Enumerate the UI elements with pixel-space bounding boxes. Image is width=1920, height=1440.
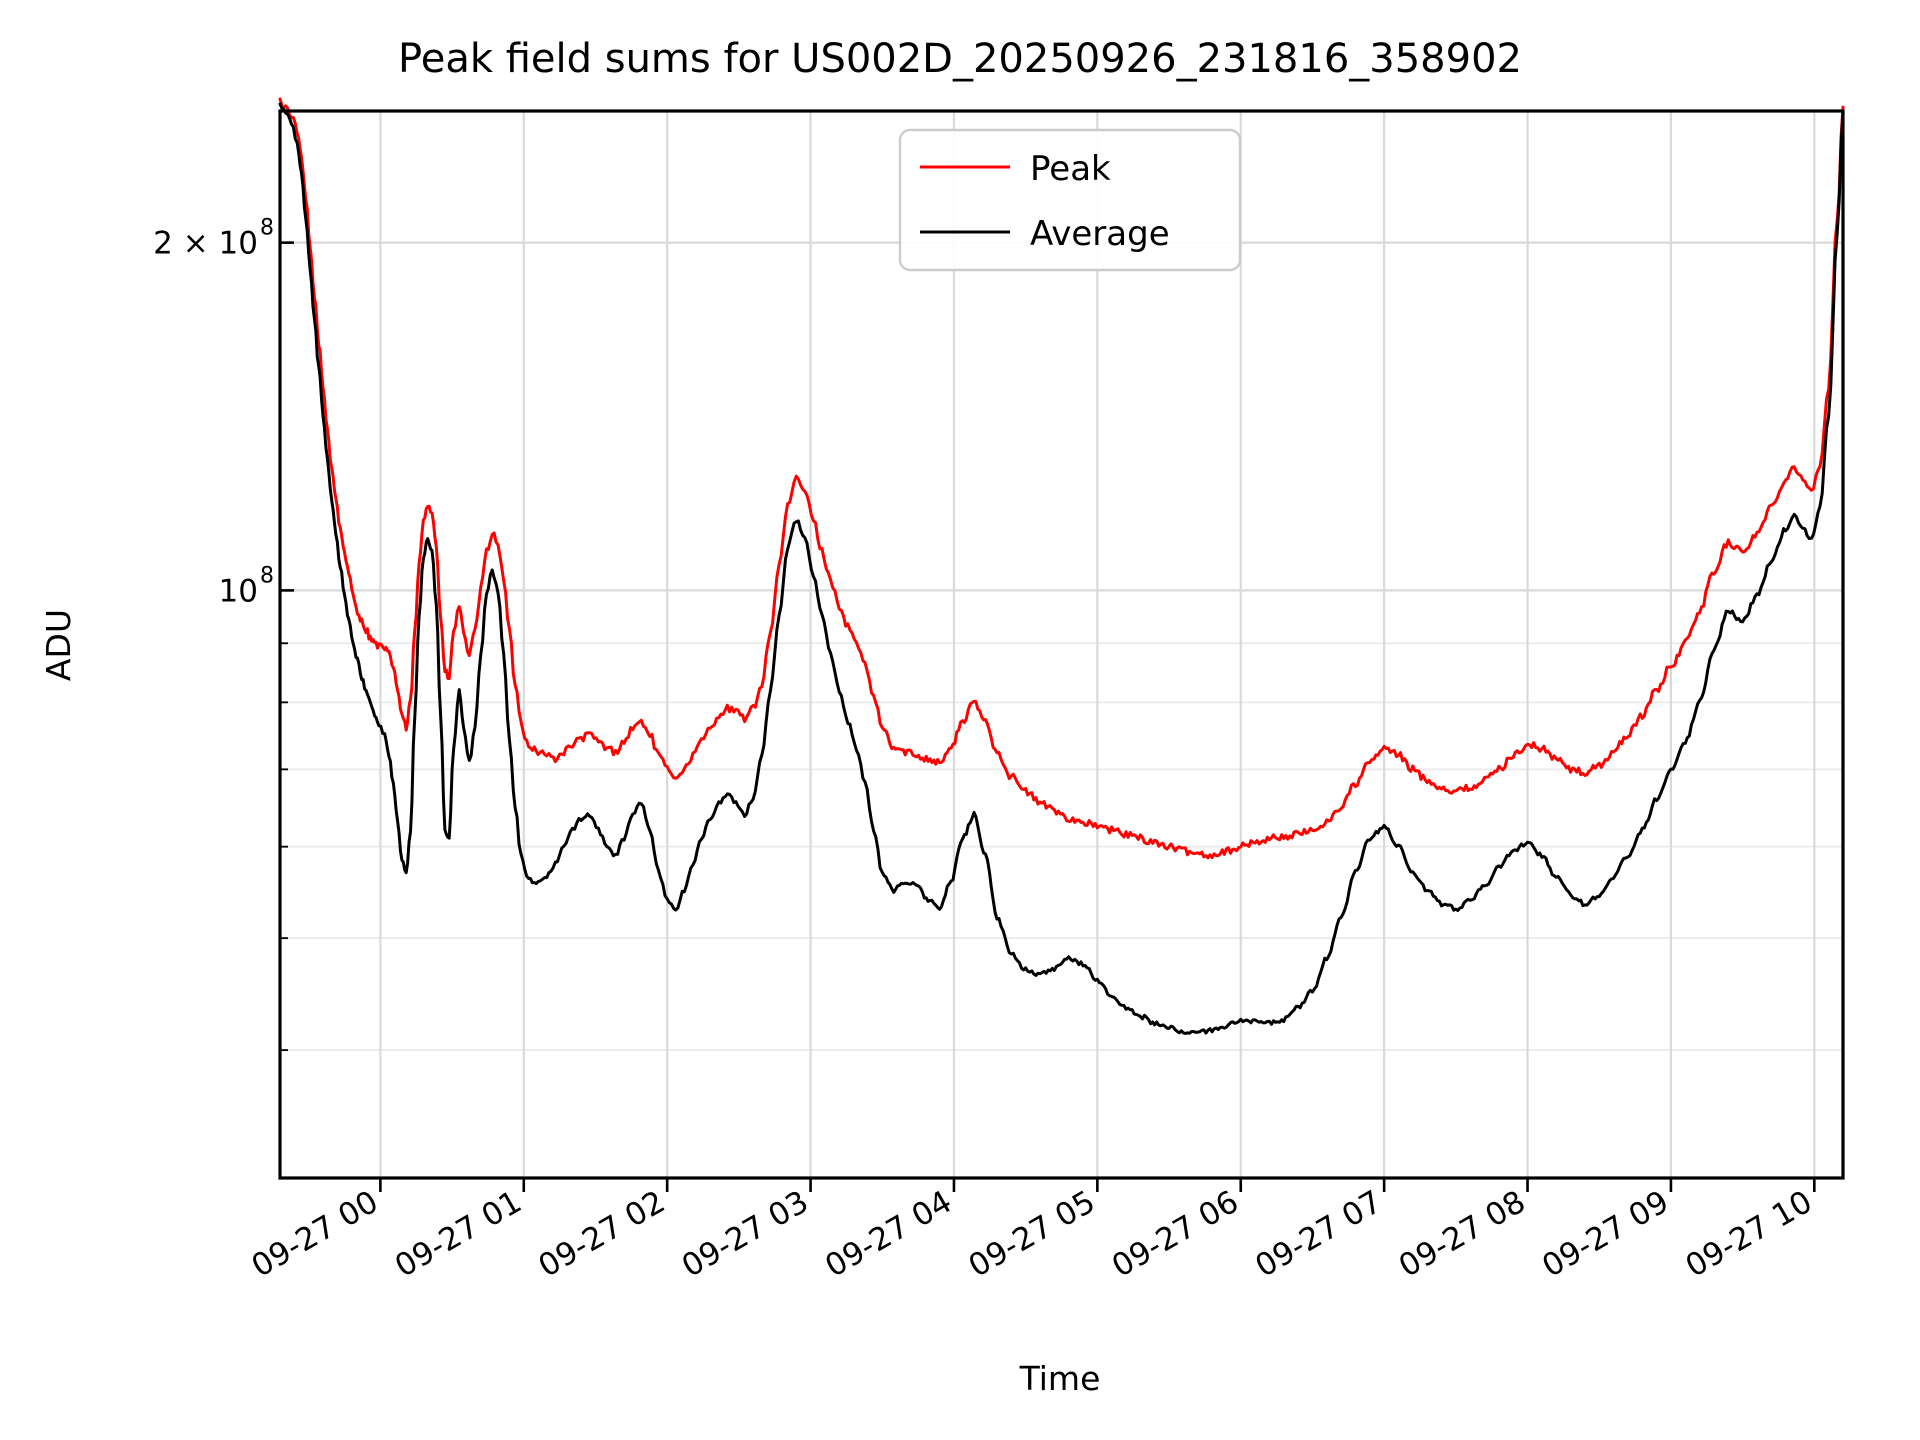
minor-gridlines <box>280 642 1843 1052</box>
legend-label-peak: Peak <box>1030 149 1111 189</box>
series-lines <box>278 97 1845 1035</box>
chart-legend[interactable]: Peak Average <box>898 128 1242 272</box>
plot-area-background <box>280 111 1843 1178</box>
y-axis-label: ADU <box>39 609 78 681</box>
y-tick-label: 10 8 <box>219 563 274 609</box>
svg-text:8: 8 <box>260 216 274 241</box>
legend-label-average: Average <box>1030 214 1170 254</box>
axes-spines <box>278 109 1845 1180</box>
y-tick-label: 2 × 10 8 <box>153 216 274 262</box>
series-line-average <box>278 102 1845 1035</box>
axis-tickmarks <box>280 241 1816 1192</box>
x-axis-label: Time <box>1019 1359 1101 1398</box>
y-axis-tick-labels: 2 × 10 810 8 <box>153 216 274 610</box>
legend-frame <box>898 128 1242 272</box>
svg-text:10: 10 <box>219 573 258 609</box>
series-line-peak <box>278 97 1845 860</box>
chart-title: Peak field sums for US002D_20250926_2318… <box>398 36 1522 82</box>
svg-text:8: 8 <box>260 563 274 588</box>
svg-text:2 × 10: 2 × 10 <box>153 226 258 262</box>
